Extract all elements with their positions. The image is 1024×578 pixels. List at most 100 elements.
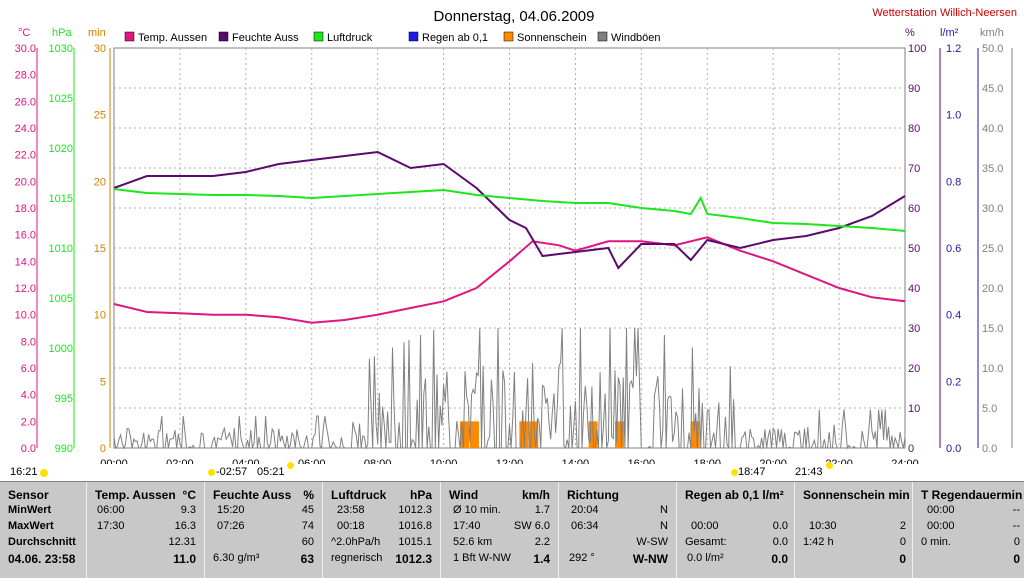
- pressure-axis-tick: 995: [55, 393, 73, 405]
- cell: 2: [899, 520, 906, 532]
- x-tick-label: 14:00: [562, 458, 590, 464]
- temp-axis-tick: 30.0: [15, 43, 36, 55]
- legend-label: Regen ab 0,1: [422, 32, 488, 44]
- x-tick-label: 20:00: [759, 458, 787, 464]
- col-header: Sensor: [8, 488, 49, 502]
- humidity-axis-tick: 60: [908, 203, 920, 215]
- cell: 06:00: [97, 504, 125, 516]
- wind-axis-tick: 30.0: [982, 203, 1003, 215]
- cell: 11.0: [173, 552, 196, 566]
- x-tick-label: 02:00: [166, 458, 194, 464]
- col-header: Wind: [449, 488, 479, 502]
- sun-time: 18:47: [738, 466, 766, 478]
- cell: 07:26: [217, 520, 245, 532]
- wind-axis-tick: 40.0: [982, 123, 1003, 135]
- axis-unit: %: [905, 27, 915, 39]
- col-unit: hPa: [409, 488, 432, 502]
- legend: Temp. Aussen Feuchte Auss Luftdruck Regen a…: [124, 31, 661, 44]
- rain-column: Regen ab 0,1 l/m² 00:00 0.0 Gesamt: 0.0 0.…: [677, 482, 795, 578]
- cell: 45: [301, 504, 314, 516]
- wind-axis-tick: 35.0: [982, 163, 1003, 175]
- legend-swatch: [218, 31, 229, 42]
- legend-label: Windböen: [611, 32, 661, 44]
- cell: 0: [1013, 536, 1020, 548]
- series-line-hum: [113, 150, 906, 270]
- cell: 2.2: [534, 536, 550, 548]
- humidity-axis-tick: 100: [908, 43, 926, 55]
- rain-axis-tick: 0.4: [946, 310, 961, 322]
- cell: 292 °: [569, 552, 595, 564]
- cell: 6.30 g/m³: [213, 552, 260, 564]
- rain-axis-tick: 0.2: [946, 376, 961, 388]
- cell: --: [1012, 504, 1020, 516]
- temp-axis-tick: 4.0: [21, 390, 36, 402]
- pressure-axis-tick: 1030: [49, 43, 73, 55]
- cell: 10:30: [809, 520, 837, 532]
- cell: 1 Bft W-NW: [453, 552, 511, 564]
- axis-unit: min: [88, 27, 106, 39]
- pressure-axis-tick: 1010: [49, 243, 73, 255]
- row-label: MaxWert: [8, 520, 54, 532]
- sun-dot-icon: [287, 462, 294, 469]
- rain-axis-tick: 0.0: [946, 443, 961, 455]
- cell: 12.31: [168, 536, 196, 548]
- sunshine-bar: [529, 421, 539, 448]
- sun-axis-tick: 5: [100, 376, 106, 388]
- legend-swatch: [313, 31, 324, 42]
- x-tick-label: 08:00: [364, 458, 392, 464]
- chart-title: Donnerstag, 04.06.2009: [434, 8, 595, 25]
- legend-label: Sonnenschein: [517, 32, 587, 44]
- temp-axis-tick: 14.0: [15, 256, 36, 268]
- col-header: Temp. Aussen: [95, 488, 176, 502]
- cell: 1012.3: [398, 504, 432, 516]
- sun-time: -02:57: [216, 466, 248, 478]
- temp-axis-tick: 16.0: [15, 230, 36, 242]
- wind-gust-series: [113, 327, 906, 450]
- sun-dot-icon: [826, 462, 833, 469]
- humidity-axis-tick: 90: [908, 83, 920, 95]
- cell: 00:18: [337, 520, 365, 532]
- wind-gust-line: [113, 327, 906, 450]
- cell: 15:20: [217, 504, 245, 516]
- col-unit: km/h: [521, 488, 550, 502]
- cell: 52.6 km: [453, 536, 493, 548]
- temp-axis-tick: 18.0: [15, 203, 36, 215]
- temp-axis-tick: 28.0: [15, 70, 36, 82]
- cell: 0.0: [772, 536, 788, 548]
- pressure-axis-tick: 1005: [49, 293, 73, 305]
- humidity-axis-tick: 80: [908, 123, 920, 135]
- wind-axis-tick: 20.0: [982, 283, 1003, 295]
- temp-axis-tick: 26.0: [15, 96, 36, 108]
- station-name: Wetterstation Willich-Neersen: [872, 7, 1017, 19]
- col-header: T Regendauermin: [921, 488, 1023, 502]
- pressure-axis-tick: 990: [55, 443, 73, 455]
- cell: 1.7: [534, 504, 550, 516]
- sensor-column: Sensor MinWert MaxWert Durchschnitt 04.0…: [0, 482, 87, 578]
- humidity-axis-tick: 30: [908, 323, 920, 335]
- cell: W-SW: [636, 536, 668, 548]
- x-tick-label: 22:00: [825, 458, 853, 464]
- pressure-axis-tick: 1000: [49, 343, 73, 355]
- cell: 60: [301, 536, 314, 548]
- cell: 1.4: [533, 552, 550, 566]
- cell: W-NW: [632, 552, 668, 566]
- pressure-axis-tick: 1015: [49, 193, 73, 205]
- sun-time: 21:43: [795, 466, 823, 478]
- humidity-axis-tick: 20: [908, 363, 920, 375]
- rain-duration-column: T Regendauermin 00:00 -- 00:00 -- 0 min. 0 …: [913, 482, 1024, 578]
- rain-axis-tick: 0.6: [946, 243, 961, 255]
- col-header: Regen ab 0,1 l/m²: [685, 488, 784, 502]
- pressure-axis-tick: 1025: [49, 93, 73, 105]
- legend-swatch: [597, 31, 608, 42]
- x-tick-label: 24:00: [891, 458, 919, 464]
- axis-unit: hPa: [52, 27, 72, 39]
- humidity-column: Feuchte Auss% 15:20 45 07:26 74 60 6.30 g/…: [205, 482, 323, 578]
- stats-table: Sensor MinWert MaxWert Durchschnitt 04.0…: [0, 481, 1024, 578]
- sun-dot-icon: [40, 469, 48, 477]
- sun-axis-tick: 20: [94, 176, 106, 188]
- sun-timeline: 16:21 -02:57 05:21 18:47 21:43: [0, 462, 1024, 481]
- legend-swatch: [503, 31, 514, 42]
- cell: 0.0: [771, 552, 788, 566]
- legend-label: Temp. Aussen: [138, 32, 207, 44]
- row-label: MinWert: [8, 504, 52, 516]
